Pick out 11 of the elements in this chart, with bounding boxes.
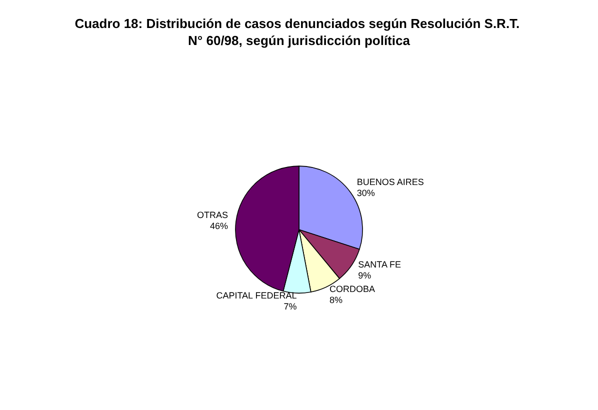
data-label: 30% [356, 188, 375, 198]
chart-title: Cuadro 18: Distribución de casos denunciados según Resolución S.R.T. N° 60/98, según jurisdicción política [74, 16, 524, 48]
data-label: 7% [284, 302, 297, 312]
slice-label: SANTA FE [358, 259, 402, 270]
data-label: 46% [210, 221, 228, 232]
slice-label: BUENOS AIRES [356, 177, 424, 188]
slice-label: CORDOBA [329, 284, 375, 294]
data-label: 9% [358, 270, 372, 280]
slice-label: CAPITAL FEDERAL [216, 290, 297, 301]
data-label: 8% [329, 294, 342, 305]
slice-label: OTRAS [197, 210, 228, 220]
